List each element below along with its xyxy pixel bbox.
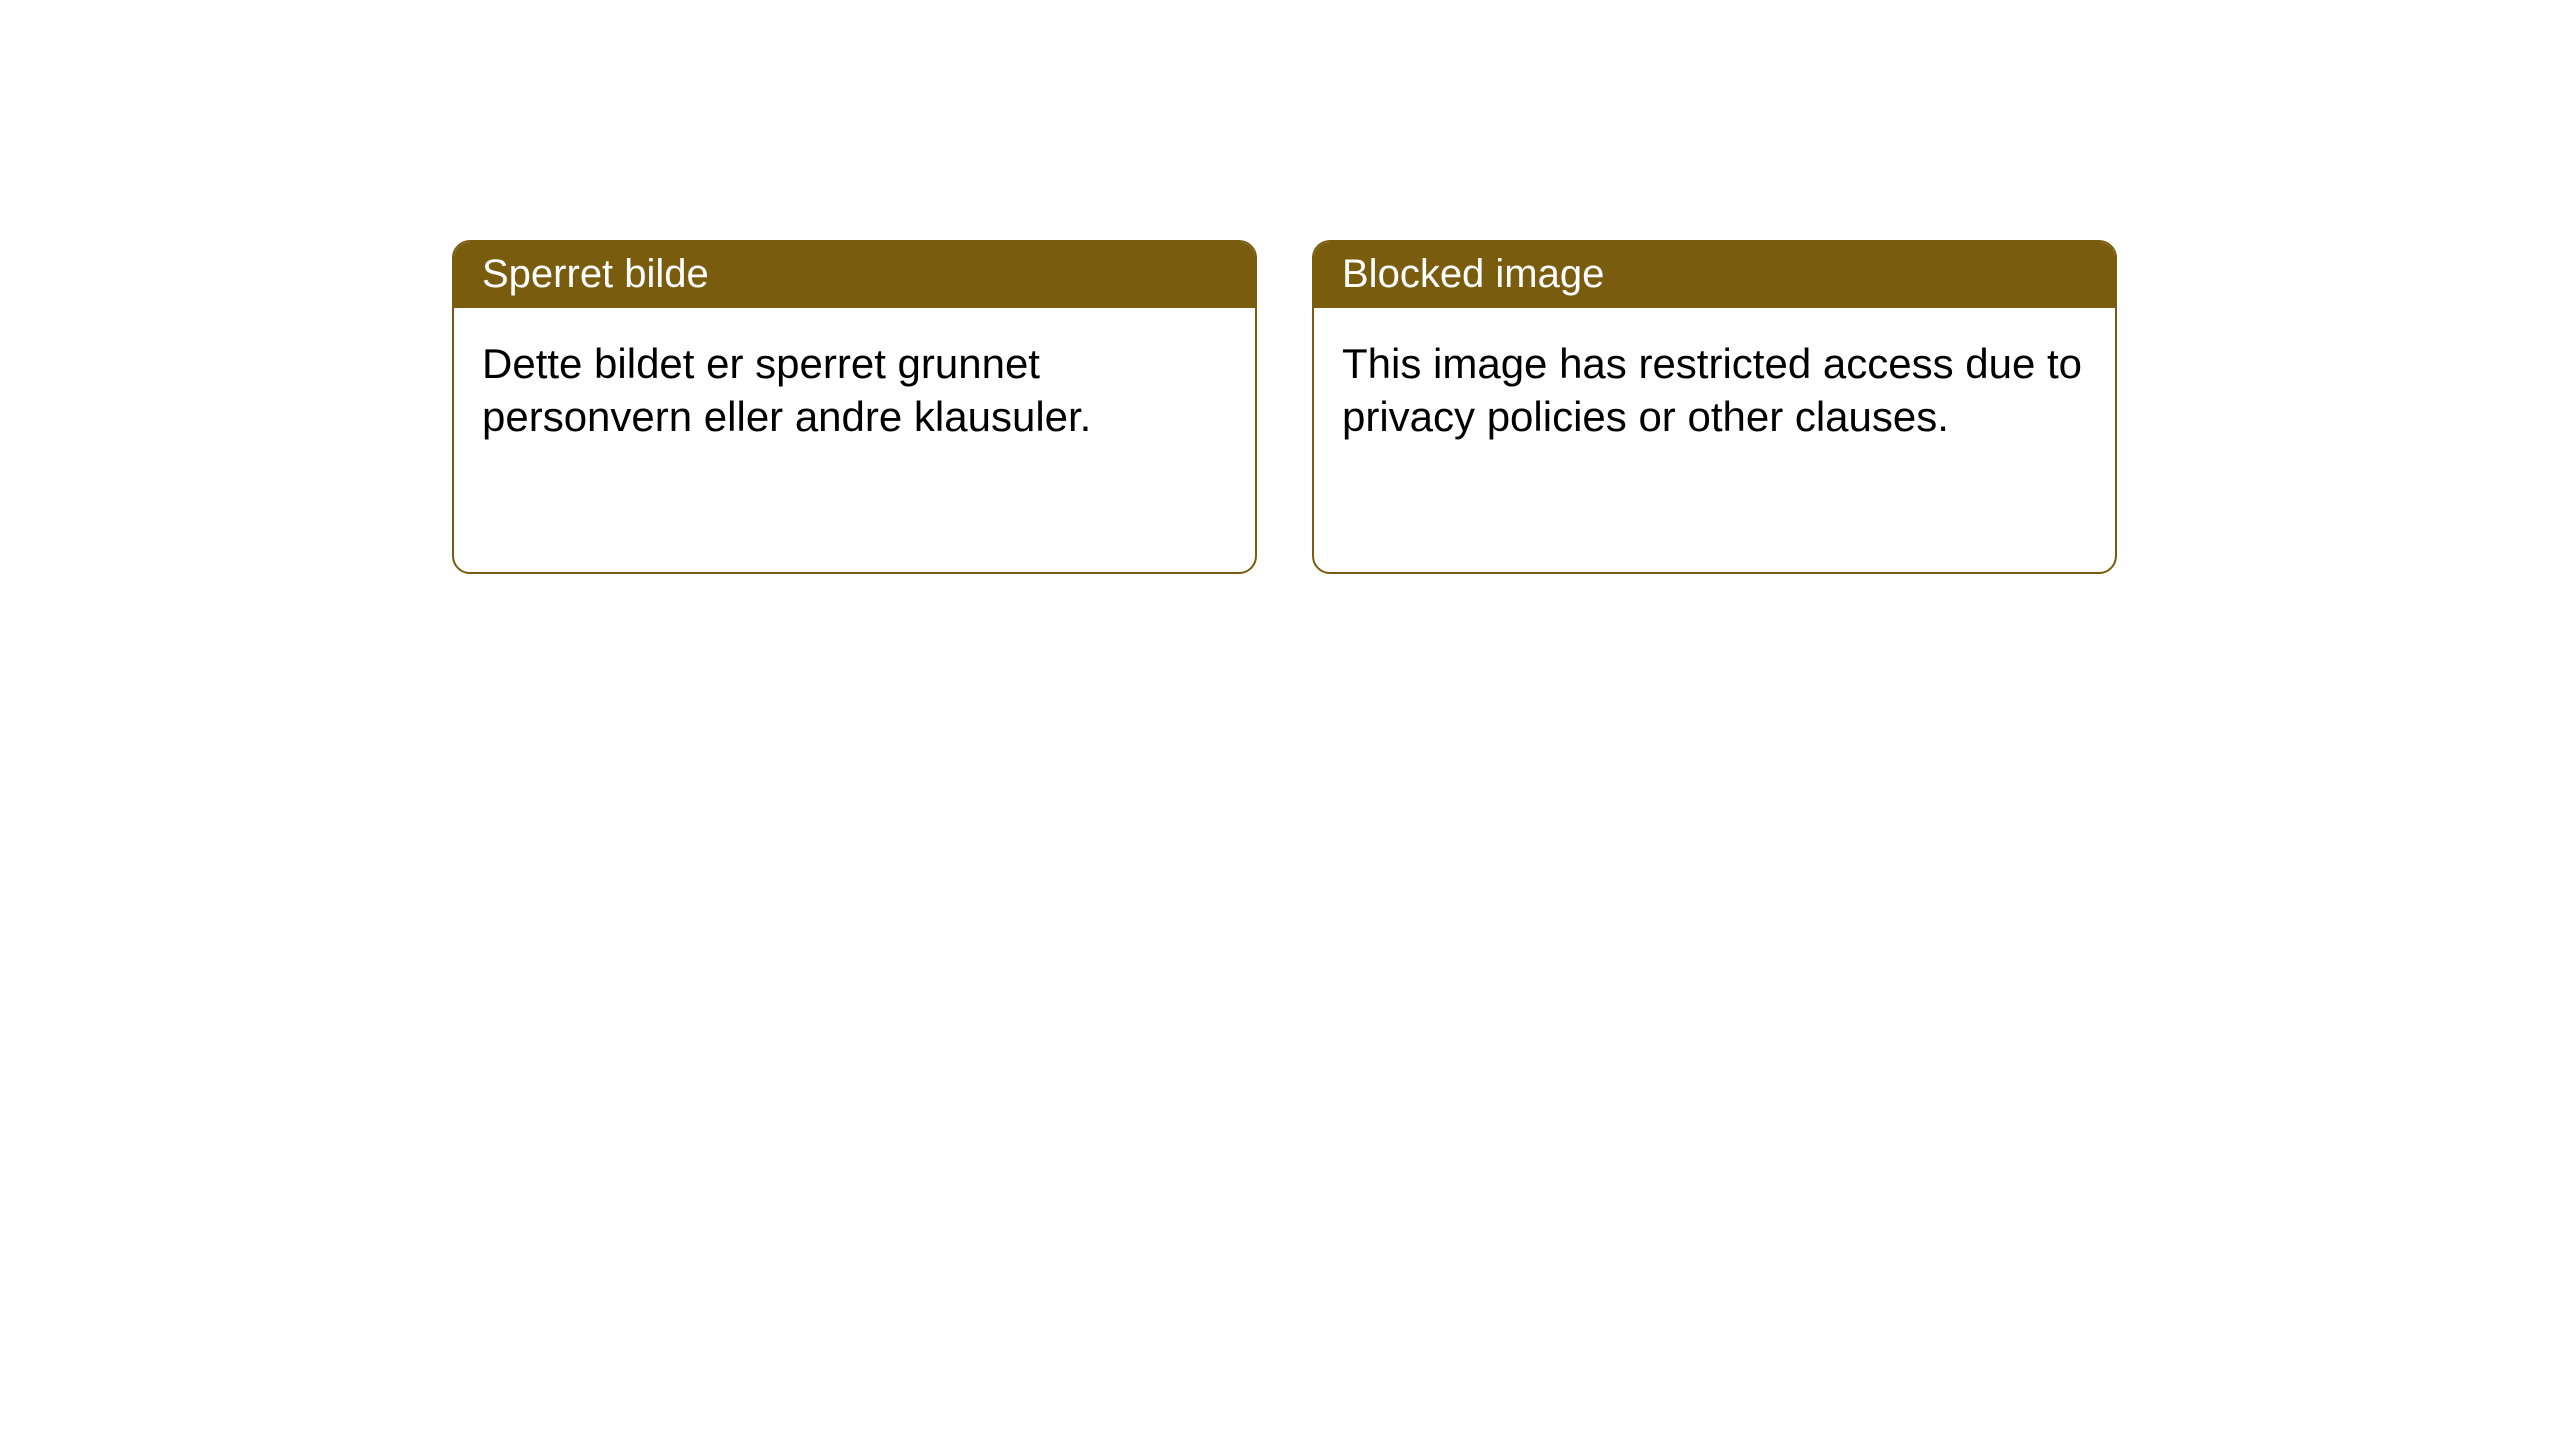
card-title-no: Sperret bilde bbox=[454, 242, 1255, 308]
card-title-en: Blocked image bbox=[1314, 242, 2115, 308]
card-body-en: This image has restricted access due to … bbox=[1314, 308, 2115, 473]
card-body-no: Dette bildet er sperret grunnet personve… bbox=[454, 308, 1255, 473]
blocked-image-card-no: Sperret bilde Dette bildet er sperret gr… bbox=[452, 240, 1257, 574]
card-container: Sperret bilde Dette bildet er sperret gr… bbox=[452, 240, 2117, 574]
blocked-image-card-en: Blocked image This image has restricted … bbox=[1312, 240, 2117, 574]
